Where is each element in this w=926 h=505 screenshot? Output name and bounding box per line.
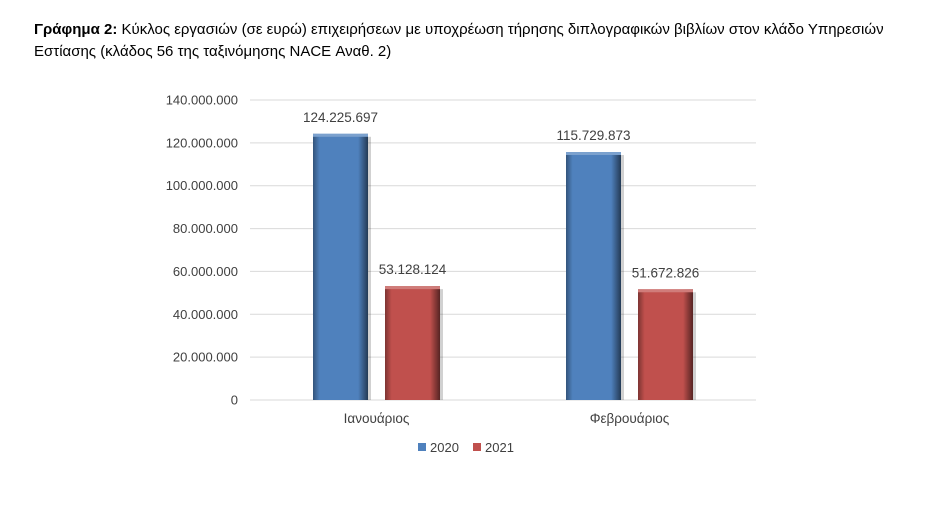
x-category-label: Φεβρουάριος — [590, 411, 670, 426]
y-tick-label: 0 — [231, 393, 238, 408]
legend-label: 2020 — [430, 440, 459, 455]
bar-2020-1 — [313, 133, 368, 401]
x-category-label: Ιανουάριος — [344, 411, 410, 426]
y-tick-label: 140.000.000 — [166, 93, 238, 108]
y-tick-label: 100.000.000 — [166, 178, 238, 193]
data-label: 124.225.697 — [303, 110, 378, 125]
bar-top-highlight — [313, 133, 368, 137]
bar-top-highlight — [638, 289, 693, 293]
data-label: 115.729.873 — [556, 128, 630, 143]
bar-2020-2 — [566, 152, 621, 400]
data-label: 51.672.826 — [632, 265, 700, 280]
chart-caption: Γράφημα 2: Κύκλος εργασιών (σε ευρώ) επι… — [34, 19, 904, 63]
y-tick-label: 120.000.000 — [166, 135, 238, 150]
legend-label: 2021 — [485, 440, 514, 455]
y-tick-label: 80.000.000 — [173, 221, 238, 236]
caption-prefix: Γράφημα 2: — [34, 21, 118, 38]
bar-top-highlight — [385, 286, 440, 290]
bar-top-highlight — [566, 152, 621, 156]
legend-swatch-2021 — [473, 443, 481, 451]
y-tick-label: 40.000.000 — [173, 307, 238, 322]
data-label: 53.128.124 — [379, 262, 447, 277]
caption-text: Κύκλος εργασιών (σε ευρώ) επιχειρήσεων μ… — [34, 21, 884, 60]
legend-swatch-2020 — [418, 443, 426, 451]
y-tick-label: 20.000.000 — [173, 350, 238, 365]
bar-2021-1 — [385, 286, 440, 400]
y-tick-label: 60.000.000 — [173, 264, 238, 279]
bar-2021-2 — [638, 289, 693, 400]
